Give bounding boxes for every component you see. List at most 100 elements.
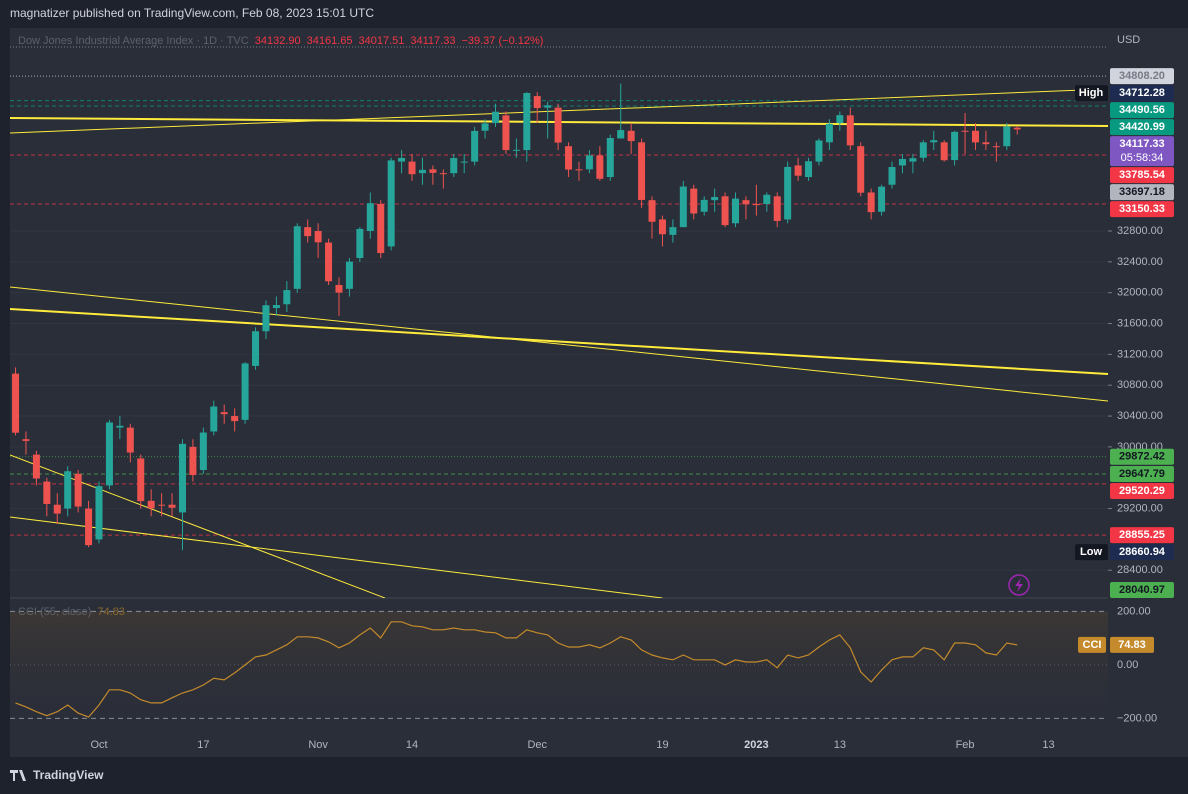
- candle-body: [805, 161, 813, 178]
- candle-body: [565, 146, 573, 170]
- candle-body: [325, 242, 333, 282]
- candle-body: [64, 471, 72, 509]
- candle-body: [116, 425, 124, 428]
- candle-body: [596, 155, 604, 179]
- legend-value: 34161.65: [307, 35, 353, 47]
- candle-body: [919, 142, 927, 158]
- candle-body: [627, 130, 635, 142]
- cci-value: 74.83: [1118, 639, 1146, 651]
- candle-body: [231, 416, 239, 422]
- candle-body: [439, 173, 447, 175]
- candle-body: [992, 146, 1000, 148]
- candle-body: [314, 231, 322, 243]
- candle-body: [512, 149, 520, 151]
- candle-body: [606, 138, 614, 178]
- candle-body: [460, 161, 468, 163]
- candle-body: [585, 155, 593, 170]
- brand: TradingView: [33, 768, 104, 782]
- header-title: magnatizer published on TradingView.com,…: [10, 6, 374, 20]
- candle-body: [794, 165, 802, 176]
- price-label-box: [1110, 201, 1174, 218]
- candle-body: [105, 422, 113, 486]
- candle-body: [293, 226, 301, 289]
- candle-body: [846, 115, 854, 146]
- candle-body: [951, 131, 959, 161]
- candle-body: [22, 439, 30, 441]
- price-label: 28660.94: [1119, 546, 1166, 558]
- candle-body: [283, 290, 291, 305]
- candle-body: [638, 142, 646, 200]
- x-tick-label: Feb: [956, 739, 975, 751]
- candle-body: [502, 115, 510, 151]
- candle-body: [888, 167, 896, 185]
- candle-body: [387, 160, 395, 247]
- candle-body: [252, 331, 260, 366]
- price-label-box: [1110, 136, 1174, 167]
- price-tag-box: [1075, 85, 1108, 102]
- cci-legend-value: 74.83: [97, 606, 125, 618]
- candle-body: [137, 458, 145, 502]
- candle-body: [272, 305, 280, 309]
- price-label: 34808.20: [1119, 70, 1165, 82]
- y-tick-label: 31200.00: [1117, 348, 1163, 360]
- legend-value: 34017.51: [359, 35, 405, 47]
- candle-body: [158, 504, 166, 506]
- price-label-box: [1110, 102, 1174, 119]
- price-label: 28855.25: [1119, 529, 1165, 541]
- candle-body: [784, 166, 792, 220]
- candle-body: [345, 261, 353, 289]
- candle-body: [773, 196, 781, 221]
- candle-body: [147, 500, 155, 509]
- candle-body: [898, 158, 906, 166]
- y-tick-label: 31600.00: [1117, 317, 1163, 329]
- legend: Dow Jones Industrial Average Index · 1D …: [18, 35, 543, 47]
- candle-body: [679, 186, 687, 228]
- x-tick-label: 13: [834, 739, 846, 751]
- cci-name: CCI (55, close): [18, 606, 91, 618]
- trendline: [10, 308, 1108, 376]
- price-label: 34117.33: [1119, 138, 1164, 150]
- price-label-box: [1110, 527, 1174, 544]
- cci-plot: [10, 610, 1108, 719]
- y-tick-label: 32000.00: [1117, 287, 1163, 299]
- candle-body: [690, 188, 698, 214]
- alert-bolt: [1015, 578, 1023, 592]
- price-label-box: [1110, 85, 1174, 102]
- candle-body: [220, 412, 228, 415]
- price-tag: Low: [1080, 546, 1102, 558]
- price-tag-box: [1075, 544, 1108, 561]
- axis-labels: USD28400.0029200.0030000.0030400.0030800…: [90, 34, 1174, 751]
- candle-body: [836, 115, 844, 124]
- brand-logo: [10, 770, 26, 781]
- price-label: 33785.54: [1119, 169, 1166, 181]
- candle-body: [126, 427, 134, 453]
- candle-body: [304, 227, 312, 237]
- candle-body: [940, 142, 948, 161]
- candle-body: [356, 228, 364, 258]
- candle-body: [544, 105, 552, 108]
- trendline: [10, 516, 663, 598]
- candle-body: [241, 363, 249, 420]
- candle-body: [335, 284, 343, 293]
- cci-tag: CCI: [1083, 639, 1102, 651]
- trendline: [10, 286, 1108, 402]
- candle-body: [658, 219, 666, 235]
- cci-tag-box: [1078, 636, 1106, 653]
- cci-line: [15, 621, 1018, 718]
- candle-body: [815, 140, 823, 162]
- candle-body: [982, 142, 990, 145]
- candle-body: [178, 443, 186, 513]
- candle-body: [398, 157, 406, 162]
- candle-body: [471, 130, 479, 162]
- price-label: 33150.33: [1119, 203, 1165, 215]
- cci-legend: CCI (55, close) 74.83: [18, 606, 125, 618]
- x-tick-label: 17: [197, 739, 209, 751]
- main-plot: [10, 75, 1108, 598]
- y-tick-label: 28400.00: [1117, 564, 1163, 576]
- candle-body: [450, 158, 458, 174]
- cci-tick-label: −200.00: [1117, 712, 1157, 724]
- candle-body: [366, 203, 374, 232]
- x-tick-label: Oct: [90, 739, 107, 751]
